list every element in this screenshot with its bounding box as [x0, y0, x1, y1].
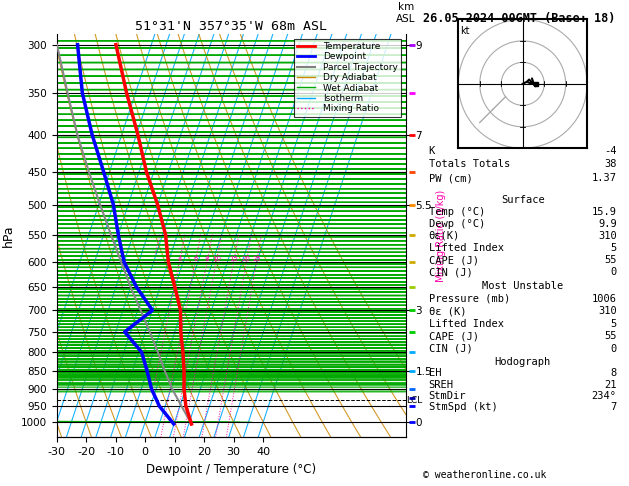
Text: 55: 55 [604, 255, 616, 265]
Text: CIN (J): CIN (J) [429, 267, 472, 278]
Text: 8: 8 [611, 368, 616, 379]
Y-axis label: hPa: hPa [3, 225, 15, 247]
Text: 15: 15 [229, 256, 238, 262]
Text: StmSpd (kt): StmSpd (kt) [429, 402, 498, 412]
Text: 6: 6 [193, 256, 198, 262]
Text: 8: 8 [204, 256, 209, 262]
Text: Mixing Ratio (g/kg): Mixing Ratio (g/kg) [436, 190, 445, 282]
X-axis label: Dewpoint / Temperature (°C): Dewpoint / Temperature (°C) [146, 463, 316, 476]
Text: EH: EH [429, 368, 441, 379]
Text: 5: 5 [611, 243, 616, 253]
Text: 5: 5 [611, 319, 616, 329]
Text: -4: -4 [604, 146, 616, 156]
Text: Most Unstable: Most Unstable [482, 281, 564, 291]
Text: Dewp (°C): Dewp (°C) [429, 219, 485, 229]
Text: StmDir: StmDir [429, 391, 466, 401]
Text: 4: 4 [177, 256, 182, 262]
Text: Surface: Surface [501, 194, 545, 205]
Legend: Temperature, Dewpoint, Parcel Trajectory, Dry Adiabat, Wet Adiabat, Isotherm, Mi: Temperature, Dewpoint, Parcel Trajectory… [294, 38, 401, 117]
Text: 26.05.2024 00GMT (Base: 18): 26.05.2024 00GMT (Base: 18) [423, 12, 615, 25]
Text: LCL: LCL [406, 396, 422, 405]
Text: Hodograph: Hodograph [494, 357, 551, 367]
Text: 0: 0 [611, 344, 616, 354]
Text: 25: 25 [252, 256, 261, 262]
Text: 20: 20 [242, 256, 251, 262]
Text: Lifted Index: Lifted Index [429, 319, 504, 329]
Text: Temp (°C): Temp (°C) [429, 207, 485, 217]
Text: 10: 10 [212, 256, 221, 262]
Text: 38: 38 [604, 159, 616, 170]
Text: 9.9: 9.9 [598, 219, 616, 229]
Text: θε (K): θε (K) [429, 306, 466, 316]
Text: Totals Totals: Totals Totals [429, 159, 510, 170]
Text: Lifted Index: Lifted Index [429, 243, 504, 253]
Text: 1006: 1006 [592, 294, 616, 304]
Text: 0: 0 [611, 267, 616, 278]
Text: θε(K): θε(K) [429, 231, 460, 241]
Title: 51°31'N 357°35'W 68m ASL: 51°31'N 357°35'W 68m ASL [135, 20, 327, 33]
Text: CAPE (J): CAPE (J) [429, 255, 479, 265]
Text: 310: 310 [598, 231, 616, 241]
Text: PW (cm): PW (cm) [429, 173, 472, 183]
Text: 15.9: 15.9 [592, 207, 616, 217]
Text: CAPE (J): CAPE (J) [429, 331, 479, 342]
Text: SREH: SREH [429, 380, 454, 390]
Text: 7: 7 [611, 402, 616, 412]
Text: 234°: 234° [592, 391, 616, 401]
Text: 310: 310 [598, 306, 616, 316]
Text: 1.37: 1.37 [592, 173, 616, 183]
Text: km
ASL: km ASL [396, 2, 416, 24]
Text: © weatheronline.co.uk: © weatheronline.co.uk [423, 470, 546, 480]
Text: 21: 21 [604, 380, 616, 390]
Text: CIN (J): CIN (J) [429, 344, 472, 354]
Text: K: K [429, 146, 435, 156]
Text: Pressure (mb): Pressure (mb) [429, 294, 510, 304]
Text: 55: 55 [604, 331, 616, 342]
Text: kt: kt [460, 26, 470, 36]
